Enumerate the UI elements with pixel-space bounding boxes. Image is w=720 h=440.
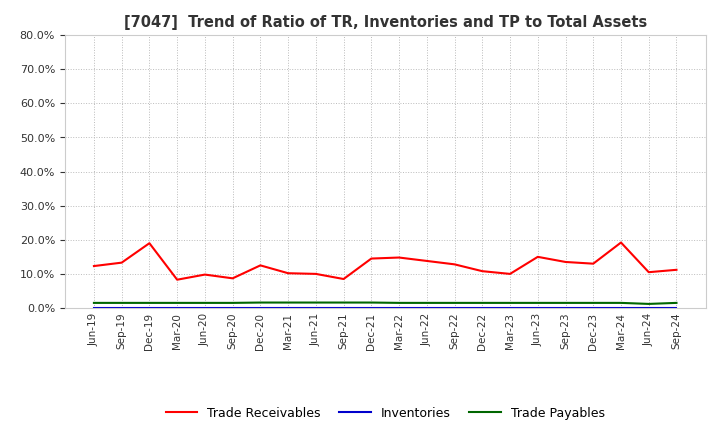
Trade Receivables [173, 277, 181, 282]
Trade Receivables [423, 258, 431, 264]
Trade Receivables [478, 268, 487, 274]
Inventories [117, 305, 126, 310]
Title: [7047]  Trend of Ratio of TR, Inventories and TP to Total Assets: [7047] Trend of Ratio of TR, Inventories… [124, 15, 647, 30]
Line: Trade Receivables: Trade Receivables [94, 242, 677, 280]
Trade Payables [201, 300, 210, 305]
Trade Payables [423, 300, 431, 305]
Trade Receivables [367, 256, 376, 261]
Inventories [367, 305, 376, 310]
Trade Payables [256, 300, 265, 305]
Inventories [89, 305, 98, 310]
Inventories [256, 305, 265, 310]
Inventories [228, 305, 237, 310]
Trade Receivables [616, 240, 625, 245]
Inventories [644, 305, 653, 310]
Trade Receivables [228, 276, 237, 281]
Trade Receivables [505, 271, 514, 276]
Trade Payables [367, 300, 376, 305]
Trade Payables [478, 300, 487, 305]
Inventories [284, 305, 292, 310]
Inventories [423, 305, 431, 310]
Trade Receivables [339, 276, 348, 282]
Inventories [201, 305, 210, 310]
Trade Receivables [450, 262, 459, 267]
Trade Payables [534, 300, 542, 305]
Inventories [312, 305, 320, 310]
Trade Payables [644, 301, 653, 307]
Trade Payables [89, 300, 98, 305]
Inventories [505, 305, 514, 310]
Inventories [589, 305, 598, 310]
Inventories [173, 305, 181, 310]
Trade Payables [450, 300, 459, 305]
Legend: Trade Receivables, Inventories, Trade Payables: Trade Receivables, Inventories, Trade Pa… [161, 402, 610, 425]
Inventories [561, 305, 570, 310]
Trade Receivables [145, 241, 154, 246]
Inventories [478, 305, 487, 310]
Trade Payables [312, 300, 320, 305]
Trade Receivables [561, 259, 570, 264]
Trade Payables [505, 300, 514, 305]
Trade Receivables [89, 264, 98, 269]
Trade Receivables [644, 270, 653, 275]
Trade Receivables [284, 271, 292, 276]
Trade Receivables [395, 255, 403, 260]
Trade Payables [616, 300, 625, 305]
Inventories [450, 305, 459, 310]
Trade Receivables [256, 263, 265, 268]
Inventories [339, 305, 348, 310]
Trade Receivables [534, 254, 542, 260]
Trade Payables [284, 300, 292, 305]
Trade Receivables [312, 271, 320, 276]
Inventories [672, 305, 681, 310]
Trade Payables [173, 300, 181, 305]
Trade Payables [145, 300, 154, 305]
Trade Payables [117, 300, 126, 305]
Trade Receivables [672, 267, 681, 272]
Trade Receivables [201, 272, 210, 277]
Line: Trade Payables: Trade Payables [94, 303, 677, 304]
Trade Payables [589, 300, 598, 305]
Inventories [145, 305, 154, 310]
Trade Payables [672, 300, 681, 305]
Trade Receivables [589, 261, 598, 266]
Trade Payables [395, 300, 403, 305]
Trade Payables [561, 300, 570, 305]
Inventories [616, 305, 625, 310]
Inventories [395, 305, 403, 310]
Trade Receivables [117, 260, 126, 265]
Inventories [534, 305, 542, 310]
Trade Payables [228, 300, 237, 305]
Trade Payables [339, 300, 348, 305]
